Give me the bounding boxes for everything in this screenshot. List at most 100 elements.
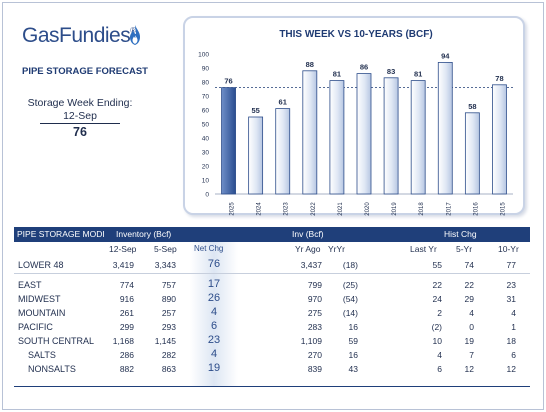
table-row: LOWER 48 3,419 3,343 3,437 (18) 55 74 77 76 bbox=[14, 258, 530, 272]
cell-v2: 1,145 bbox=[154, 336, 176, 346]
table-bottom-rule bbox=[14, 386, 530, 387]
cell-yryr: 59 bbox=[348, 336, 358, 346]
cell-net-change: 4 bbox=[210, 306, 218, 318]
table-header-bar: PIPE STORAGE MODI Inventory (Bcf) Inv (B… bbox=[14, 227, 530, 242]
x-tick-label: 2018 bbox=[419, 202, 425, 216]
cell-v1: 261 bbox=[119, 308, 134, 318]
bar-2018 bbox=[410, 80, 426, 195]
subheader-5sep: 5-Sep bbox=[154, 244, 177, 254]
bar-data-label: 86 bbox=[360, 63, 368, 72]
cell-v2: 757 bbox=[161, 280, 176, 290]
bar-data-label: 61 bbox=[279, 98, 287, 107]
table-row: EAST 774 757 799 (25) 22 22 23 17 bbox=[14, 278, 530, 292]
bar-data-label: 58 bbox=[468, 102, 476, 111]
storage-table: PIPE STORAGE MODI Inventory (Bcf) Inv (B… bbox=[14, 227, 530, 387]
cell-v1: 3,419 bbox=[112, 260, 134, 270]
bar-2021 bbox=[329, 80, 345, 195]
y-tick-label: 100 bbox=[198, 52, 209, 59]
subheader-netchg: Net Chg bbox=[194, 244, 224, 253]
cell-v2: 282 bbox=[161, 350, 176, 360]
bar-2024 bbox=[248, 116, 264, 195]
bar-data-label: 55 bbox=[251, 106, 259, 115]
row-name: MIDWEST bbox=[18, 294, 61, 304]
table-row: MIDWEST 916 890 970 (54) 24 29 31 26 bbox=[14, 292, 530, 306]
week-ending-label: Storage Week Ending: bbox=[27, 97, 133, 109]
row-name: SOUTH CENTRAL bbox=[18, 336, 95, 346]
subheader-10yr: 10-Yr bbox=[498, 244, 519, 254]
cell-v2: 890 bbox=[161, 294, 176, 304]
cell-net-change: 17 bbox=[207, 278, 221, 290]
bar-2016 bbox=[464, 112, 480, 195]
logo-text: GasFundies bbox=[22, 24, 131, 47]
table-header-hist: Hist Chg bbox=[444, 229, 477, 239]
cell-yrago: 270 bbox=[307, 350, 322, 360]
y-tick-label: 0 bbox=[205, 192, 209, 199]
cell-five: 74 bbox=[464, 260, 474, 270]
y-tick-label: 60 bbox=[202, 108, 210, 115]
row-name: LOWER 48 bbox=[18, 260, 64, 270]
table-row: NONSALTS 882 863 839 43 6 12 12 19 bbox=[14, 362, 530, 376]
cell-yryr: (14) bbox=[342, 308, 358, 318]
table-row: SALTS 286 282 270 16 4 7 6 4 bbox=[14, 348, 530, 362]
cell-v1: 882 bbox=[119, 364, 134, 374]
cell-v1: 286 bbox=[119, 350, 134, 360]
cell-ten: 77 bbox=[506, 260, 516, 270]
cell-five: 4 bbox=[469, 308, 474, 318]
cell-v2: 863 bbox=[161, 364, 176, 374]
y-tick-label: 30 bbox=[202, 150, 210, 157]
y-tick-label: 10 bbox=[202, 178, 210, 185]
cell-yrago: 3,437 bbox=[300, 260, 322, 270]
subheader-5yr: 5-Yr bbox=[456, 244, 473, 254]
cell-last: 10 bbox=[432, 336, 442, 346]
row-name: NONSALTS bbox=[28, 364, 76, 374]
row-name: EAST bbox=[18, 280, 42, 290]
flame-icon bbox=[130, 25, 140, 45]
cell-last: 4 bbox=[437, 350, 442, 360]
bar-2025 bbox=[221, 87, 236, 195]
cell-yryr: 16 bbox=[348, 350, 358, 360]
y-tick-label: 50 bbox=[202, 122, 210, 129]
x-tick-label: 2022 bbox=[311, 202, 317, 216]
forecast-title: PIPE STORAGE FORECAST bbox=[22, 66, 148, 77]
cell-v1: 774 bbox=[119, 280, 134, 290]
row-name: MOUNTAIN bbox=[18, 308, 66, 318]
cell-ten: 12 bbox=[506, 364, 516, 374]
bar-2022 bbox=[302, 70, 318, 195]
cell-yrago: 799 bbox=[307, 280, 322, 290]
cell-v1: 1,168 bbox=[112, 336, 134, 346]
cell-five: 19 bbox=[464, 336, 474, 346]
table-row: MOUNTAIN 261 257 275 (14) 2 4 4 4 bbox=[14, 306, 530, 320]
bar-2017 bbox=[437, 62, 453, 195]
x-tick-label: 2019 bbox=[392, 202, 398, 216]
net-change-column-highlight bbox=[190, 242, 238, 387]
table-subheader: 12-Sep 5-Sep Net Chg Yr Ago YrYr Last Yr… bbox=[14, 242, 530, 256]
logo-registered-mark: ® bbox=[130, 26, 136, 35]
bar-data-label: 83 bbox=[387, 67, 395, 76]
cell-ten: 1 bbox=[511, 322, 516, 332]
y-tick-label: 40 bbox=[202, 136, 210, 143]
cell-yrago: 970 bbox=[307, 294, 322, 304]
subheader-12sep: 12-Sep bbox=[109, 244, 137, 254]
cell-yrago: 275 bbox=[307, 308, 322, 318]
subheader-yrago: Yr Ago bbox=[295, 244, 321, 254]
cell-net-change: 19 bbox=[207, 362, 221, 374]
x-tick-label: 2015 bbox=[500, 202, 506, 216]
y-tick-label: 20 bbox=[202, 164, 210, 171]
bar-data-label: 81 bbox=[414, 70, 422, 79]
cell-ten: 23 bbox=[506, 280, 516, 290]
cell-yrago: 283 bbox=[307, 322, 322, 332]
x-tick-label: 2016 bbox=[473, 202, 479, 216]
cell-v2: 257 bbox=[161, 308, 176, 318]
cell-net-change: 76 bbox=[207, 258, 221, 270]
gasfundies-logo: GasFundies® bbox=[22, 24, 136, 48]
cell-v1: 299 bbox=[119, 322, 134, 332]
cell-net-change: 6 bbox=[210, 320, 218, 332]
row-separator bbox=[14, 273, 530, 274]
table-header-label: PIPE STORAGE MODI bbox=[17, 229, 105, 239]
bar-data-label: 94 bbox=[441, 51, 450, 60]
subheader-lastyr: Last Yr bbox=[410, 244, 437, 254]
bar-data-label: 88 bbox=[306, 60, 314, 69]
cell-net-change: 23 bbox=[207, 334, 221, 346]
cell-ten: 4 bbox=[511, 308, 516, 318]
bar-2020 bbox=[356, 73, 372, 195]
